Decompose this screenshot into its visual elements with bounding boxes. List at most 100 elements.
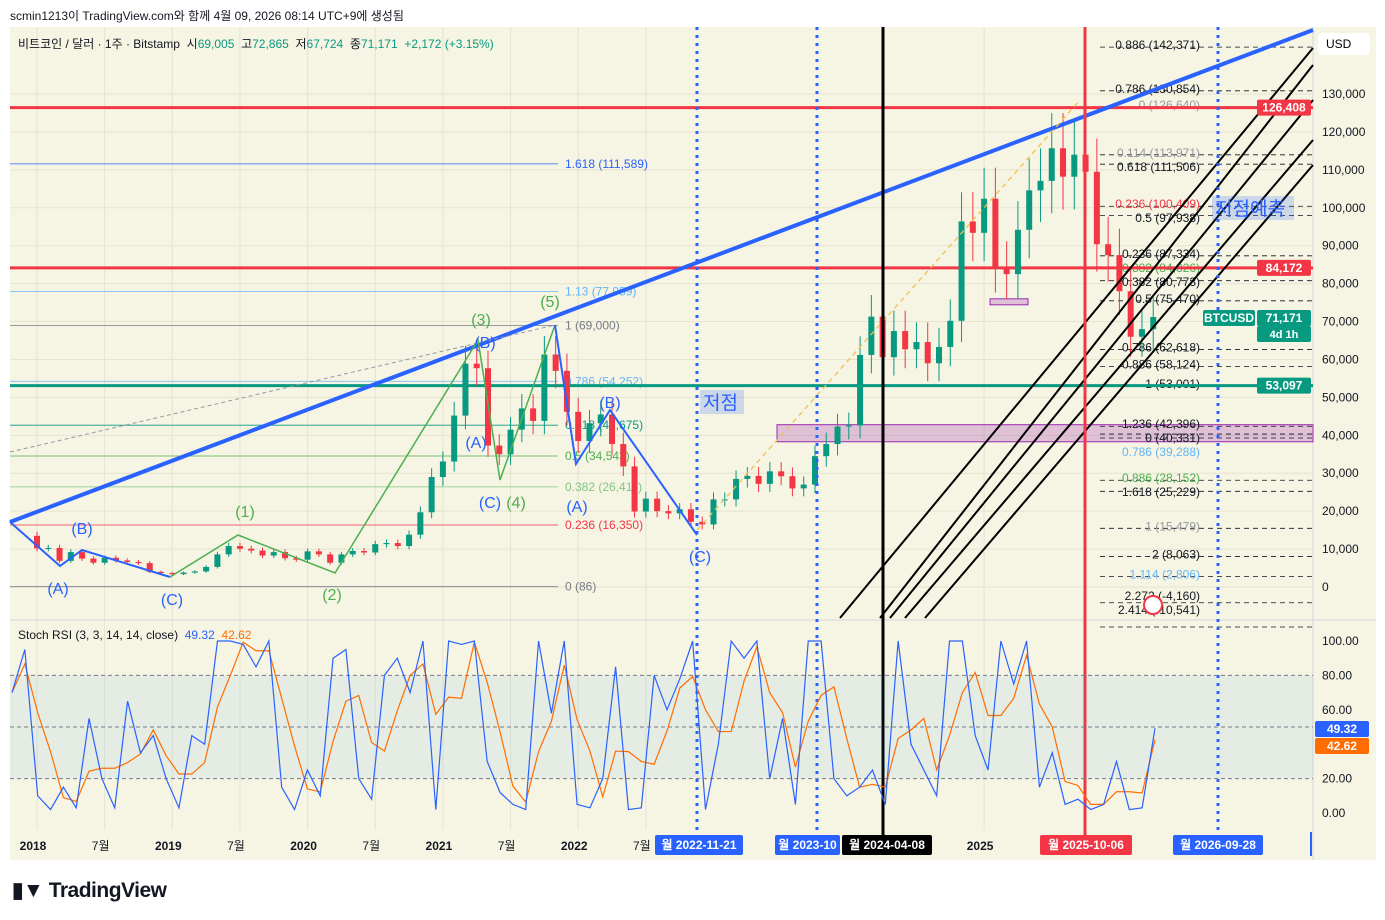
y-tick-label: 70,000 [1322,315,1359,329]
stoch-rsi-legend[interactable]: Stoch RSI (3, 3, 14, 14, close) 49.32 42… [18,628,251,642]
price-badge-126408-bg [1257,99,1311,116]
candle-body [304,551,311,560]
fib-label: 0.236 (16,350) [565,518,643,532]
candle-body [834,426,841,445]
date-badge: 월 2022-11-21 [661,837,736,852]
channel-line [889,99,1314,619]
wave-abc-line [9,521,171,578]
y-tick-label: 10,000 [1322,542,1359,556]
wave-label: (A) [465,435,486,452]
rsi-tick-label: 100.00 [1322,634,1359,648]
support-zone-small [989,298,1029,306]
last-price-badge-bg [1257,310,1311,326]
fib-label: 1 (69,000) [565,318,620,332]
price-badge-84172: 84,172 [1266,261,1303,275]
channel-line [879,64,1314,619]
candle-body [507,429,514,455]
fib-label: 0.236 (100,409) [1115,197,1200,211]
price-badge-53097: 53,097 [1266,379,1303,393]
candle-body [79,552,86,559]
rsi-d-badge-bg [1315,738,1369,754]
candle-body [360,550,367,553]
candle-body [1060,148,1067,177]
date-badge-bg [1040,835,1132,855]
y-tick-label: 50,000 [1322,390,1359,404]
candle-body [406,534,413,547]
correction-wave-line [554,324,698,536]
symbol-legend: 비트코인 / 달러 · 1주 · Bitstamp 시69,005 고72,86… [18,35,494,52]
candle-body [180,572,187,575]
countdown-badge: 4d 1h [1270,329,1299,341]
candle-body [293,558,300,560]
channel-line [839,47,1314,619]
candle-body [349,550,356,555]
candle-body [56,547,63,561]
y-tick-label: 120,000 [1322,125,1366,139]
symbol-title[interactable]: 비트코인 / 달러 · 1주 · Bitstamp [18,37,180,51]
channel-line [924,164,1314,619]
candle-body [169,572,176,575]
candle-body [462,363,469,416]
date-badge-bg [1173,835,1263,855]
candle-body [1014,229,1021,275]
candle-body [620,444,627,467]
x-tick-label: 7월 [227,839,245,853]
fib-label: 0.5 (75,470) [1135,292,1200,306]
fib-label: 1.13 (77,959) [565,284,636,298]
channel-line [904,139,1314,619]
candle-body [530,408,537,421]
high-label: 고 [241,37,253,51]
price-badge-53097-bg [1257,377,1311,394]
price-badge-126408: 126,408 [1262,101,1306,115]
candle-body [203,566,210,572]
low-forecast-note: 저점예측 [1215,198,1285,220]
candle-body [947,320,954,347]
projection-line [696,99,1081,531]
candle-body [823,444,830,457]
projection-line [9,324,556,453]
change-value: +2,172 (+3.15%) [404,37,494,51]
impulse-wave-line [169,324,556,578]
candle-body [214,554,221,567]
candle-body [845,425,852,427]
stoch-rsi-name: Stoch RSI (3, 3, 14, 14, close) [18,628,179,642]
chart-container[interactable] [10,27,1376,860]
rsi-tick-label: 80.00 [1322,668,1352,682]
candle-body [597,414,604,424]
candle-body [112,557,119,561]
candle-body [496,445,503,455]
candle-body [473,363,480,369]
candle-body [789,476,796,489]
candle-body [270,552,277,556]
candle-body [586,423,593,442]
logo-icon: ▮▼ [12,879,49,902]
candle-body [902,331,909,350]
wave-label: (A) [566,499,587,516]
y-tick-label: 40,000 [1322,428,1359,442]
candle-body [721,499,728,501]
candle-body [101,557,108,563]
currency-button[interactable]: USD [1318,33,1370,55]
note-box [1212,196,1294,220]
candle-body [124,560,131,562]
fib-label: 0.786 (39,288) [1122,445,1200,459]
candle-body [90,558,97,563]
candle-body [327,554,334,563]
y-tick-label: 80,000 [1322,277,1359,291]
wave-label: (B) [474,335,495,352]
date-badge-bg [655,835,743,855]
x-tick-label: 7월 [362,839,380,853]
x-tick-label: 2022 [561,839,588,853]
candle-body [417,512,424,535]
wave-label: (5) [540,294,560,311]
candle-body [282,552,289,559]
wave-label: (C) [689,549,711,566]
stoch-rsi-k: 49.32 [184,628,215,642]
candle-body [146,563,153,572]
candle-body [1138,329,1145,337]
candle-body [158,571,165,573]
fib-label: 0.886 (58,124) [1122,358,1200,372]
low-value: 67,724 [306,37,344,51]
date-badge-bg [775,835,840,855]
